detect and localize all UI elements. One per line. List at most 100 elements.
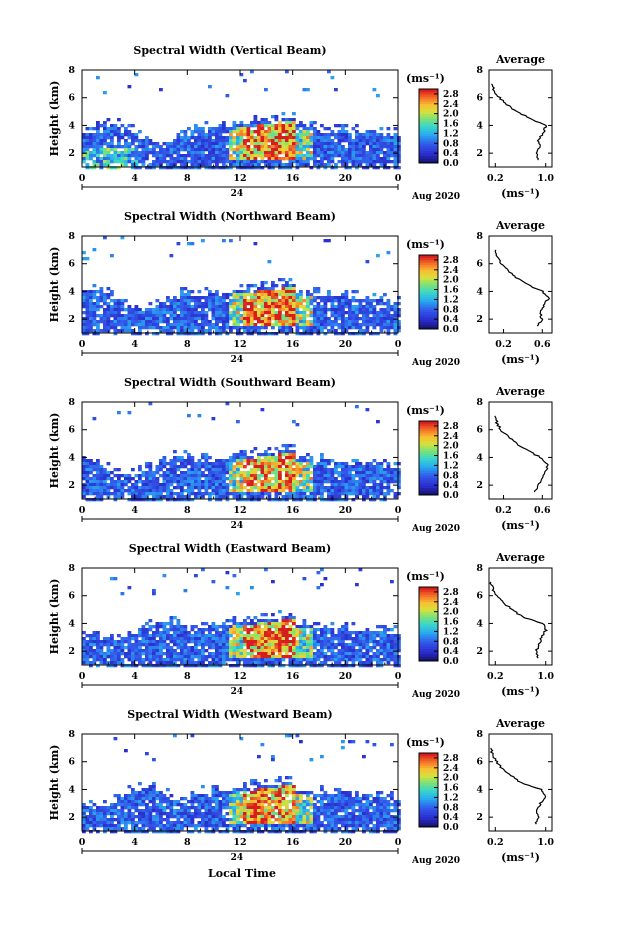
- heatmap-cell: [246, 631, 251, 635]
- heatmap-cell: [236, 652, 240, 656]
- heatmap-cell: [327, 468, 331, 472]
- heatmap-cell: [197, 486, 202, 490]
- colorbar-band: [419, 316, 438, 320]
- heatmap-cell: [369, 332, 373, 336]
- heatmap-cell: [264, 568, 268, 572]
- heatmap-cell: [92, 302, 97, 306]
- heatmap-cell: [386, 151, 391, 155]
- heatmap-cell: [362, 471, 366, 475]
- heatmap-cell: [215, 130, 219, 134]
- heatmap-cell: [103, 302, 107, 306]
- heatmap-cell: [397, 329, 401, 333]
- heatmap-cell: [330, 459, 335, 463]
- heatmap-cell: [278, 314, 282, 318]
- heatmap-cell: [250, 459, 254, 463]
- heatmap-cell: [288, 136, 293, 140]
- heatmap-cell: [187, 320, 191, 324]
- heatmap-cell: [183, 130, 188, 134]
- heatmap-cell: [113, 308, 118, 312]
- heatmap-cell: [299, 658, 303, 662]
- heatmap-cell: [208, 465, 212, 469]
- heatmap-cell: [250, 293, 254, 297]
- heatmap-cell: [92, 145, 97, 149]
- heatmap-cell: [257, 465, 261, 469]
- heatmap-cell: [141, 498, 146, 502]
- heatmap-cell: [113, 124, 118, 128]
- heatmap-cell: [292, 293, 296, 297]
- heatmap-cell: [201, 568, 205, 572]
- heatmap-cell: [379, 486, 384, 490]
- heatmap-cell: [159, 468, 163, 472]
- heatmap-cell: [341, 655, 345, 659]
- heatmap-cell: [250, 652, 254, 656]
- colorbar-band: [419, 487, 438, 491]
- heatmap-cell: [260, 480, 265, 484]
- heatmap-cell: [372, 305, 377, 309]
- heatmap-cell: [278, 127, 282, 131]
- heatmap-cell: [260, 302, 265, 306]
- heatmap-cell: [162, 661, 167, 665]
- heatmap-cell: [257, 459, 261, 463]
- heatmap-cell: [239, 157, 244, 161]
- heatmap-cell: [250, 643, 254, 647]
- heatmap-cell: [117, 127, 121, 131]
- heatmap-cell: [267, 299, 272, 303]
- heatmap-cell: [131, 139, 135, 143]
- heatmap-cell: [292, 299, 296, 303]
- heatmap-cell: [222, 308, 226, 312]
- heatmap-cell: [302, 637, 307, 641]
- x-tick-label: 20: [339, 671, 353, 682]
- heatmap-cell: [155, 468, 160, 472]
- heatmap-cell: [92, 296, 97, 300]
- heatmap-cell: [145, 664, 149, 668]
- heatmap-cell: [246, 139, 251, 143]
- heatmap-cell: [250, 640, 254, 644]
- heatmap-cell: [145, 640, 149, 644]
- heatmap-cell: [390, 314, 394, 318]
- heatmap-cell: [320, 142, 324, 146]
- heatmap-cell: [236, 163, 240, 167]
- heatmap-cell: [82, 495, 86, 499]
- heatmap-cell: [148, 326, 153, 330]
- heatmap-cell: [274, 145, 279, 149]
- heatmap-cell: [232, 468, 237, 472]
- heatmap-cell: [120, 329, 125, 333]
- heatmap-cell: [341, 637, 345, 641]
- heatmap-cell: [190, 136, 195, 140]
- heatmap-cell: [285, 136, 289, 140]
- colorbar-band: [419, 433, 438, 437]
- heatmap-cell: [362, 631, 366, 635]
- heatmap-cell: [197, 495, 202, 499]
- heatmap-cell: [190, 477, 195, 481]
- heatmap-cell: [110, 471, 114, 475]
- heatmap-cell: [292, 142, 296, 146]
- heatmap-cell: [117, 130, 121, 134]
- heatmap-cell: [369, 486, 373, 490]
- heatmap-cell: [201, 631, 205, 635]
- heatmap-cell: [110, 658, 114, 662]
- heatmap-cell: [236, 305, 240, 309]
- heatmap-cell: [344, 311, 349, 315]
- heatmap-cell: [239, 314, 244, 318]
- heatmap-cell: [190, 299, 195, 303]
- heatmap-cell: [180, 655, 184, 659]
- heatmap-cell: [229, 127, 233, 131]
- heatmap-cell: [393, 320, 398, 324]
- heatmap-cell: [190, 625, 195, 629]
- x-tick-label: 8: [184, 339, 191, 350]
- heatmap-cell: [145, 154, 149, 158]
- heatmap-cell: [257, 124, 261, 128]
- heatmap-cell: [365, 643, 370, 647]
- heatmap-cell: [271, 133, 275, 137]
- heatmap-cell: [239, 332, 244, 336]
- heatmap-cell: [96, 329, 100, 333]
- heatmap-cell: [267, 640, 272, 644]
- heatmap-cell: [197, 640, 202, 644]
- heatmap-cell: [117, 151, 121, 155]
- heatmap-cell: [278, 302, 282, 306]
- heatmap-cell: [243, 492, 247, 496]
- colorbar-band: [419, 599, 438, 603]
- heatmap-cell: [250, 302, 254, 306]
- heatmap-cell: [323, 640, 328, 644]
- heatmap-cell: [299, 160, 303, 164]
